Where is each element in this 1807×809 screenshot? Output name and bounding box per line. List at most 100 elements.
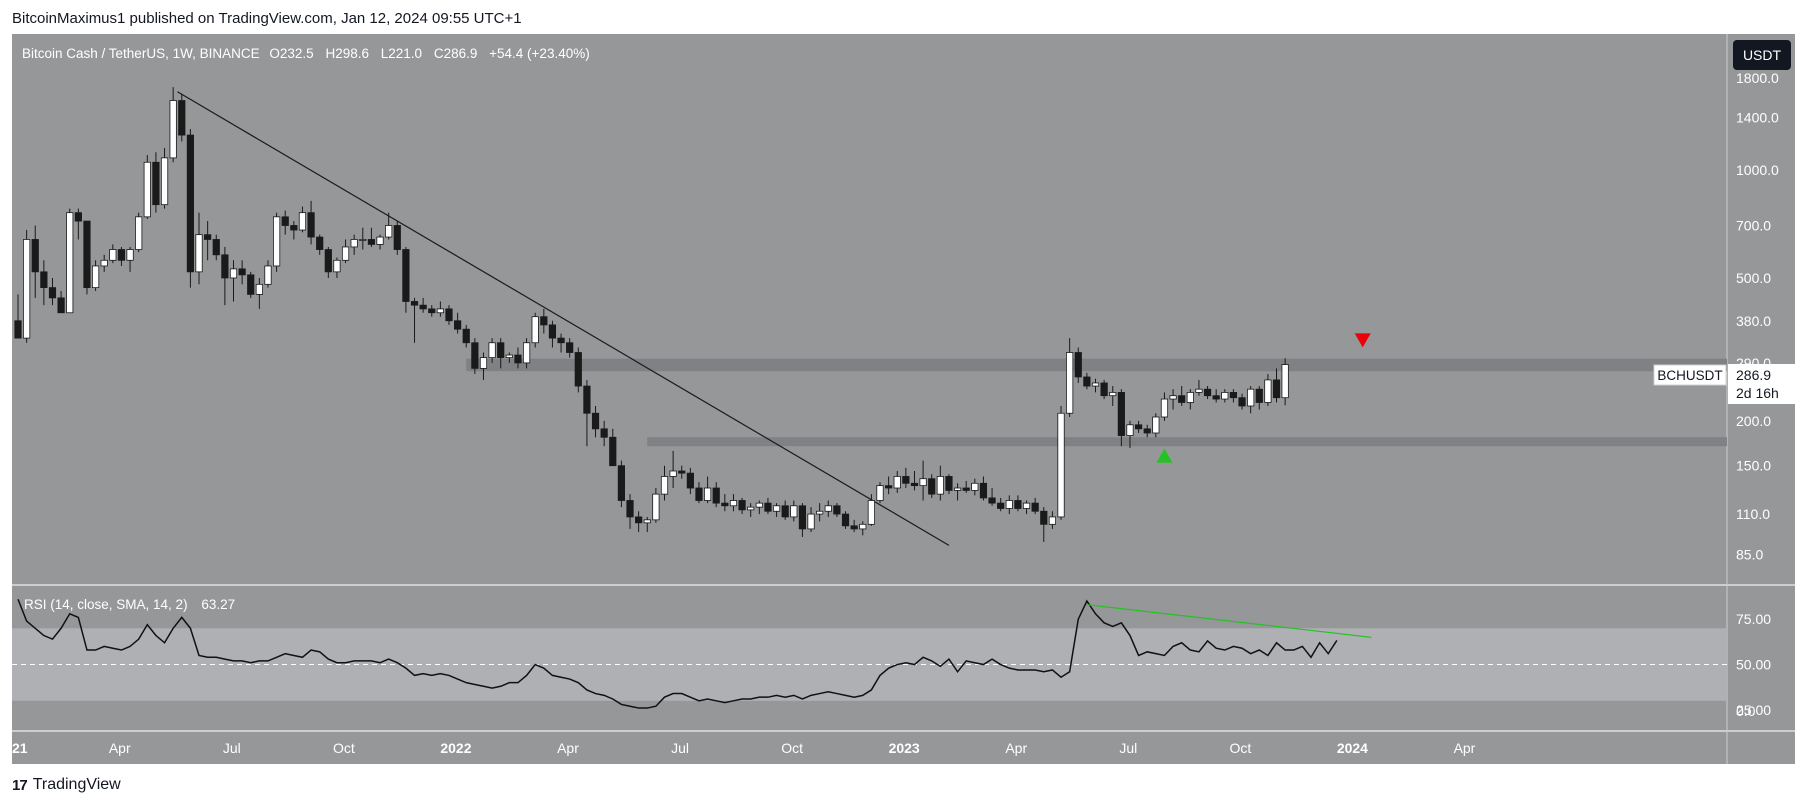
candle-bearish [1014,500,1022,509]
candle-bearish [1117,392,1125,436]
candle-bearish [40,271,48,289]
high-label: H [325,46,335,61]
candle-bearish [764,502,772,512]
candle-bearish [841,513,850,527]
close-label: C [434,46,444,61]
price-tag-value: 286.9 [1736,367,1771,383]
rsi-value: 63.27 [201,597,235,612]
candle-bearish [781,505,789,518]
candle-bullish [859,523,867,530]
candle-bearish [178,100,186,136]
candle-bullish [1048,516,1056,525]
candle-bullish [1057,412,1065,518]
candle-bullish [333,259,341,273]
candle-bullish [729,500,738,507]
last-price-label: BCHUSDT 286.9 2d 16h [1653,364,1795,404]
candle-bearish [152,161,160,206]
bullish-triangle-marker [1156,448,1173,463]
candle-bullish [1126,424,1134,436]
symbol-legend: Bitcoin Cash / TetherUS, 1W, BINANCE O23… [22,46,590,61]
candle-bearish [83,220,91,289]
candle-bullish [876,485,884,501]
candle-bullish [669,470,677,477]
candle-bearish [695,487,703,501]
candle-bearish [307,212,315,238]
candle-bullish [1022,502,1031,509]
candle-bearish [910,482,919,487]
time-tick-label: 2021 [0,740,28,756]
low-value: 221.0 [388,46,422,61]
candle-bearish [798,505,807,530]
candle-bullish [936,476,944,495]
open-value: 232.5 [280,46,314,61]
candle-bearish [1143,428,1151,434]
rsi-zero-label: 0.0 [1736,703,1756,719]
currency-button[interactable] [1733,40,1791,70]
candle-bullish [971,482,979,491]
time-tick-label: Apr [557,740,579,756]
price-pane[interactable] [12,34,1727,584]
price-tick-label: 110.0 [1736,506,1770,522]
candle-bullish [359,239,367,241]
candle-bearish [367,239,376,245]
candle-bullish [1195,388,1203,393]
candle-bullish [1221,392,1229,400]
candle-bullish [652,493,660,521]
candle-bearish [402,249,410,302]
candle-bullish [229,268,238,279]
symbol-tag: BCHUSDT [1657,368,1722,383]
candle-bullish [1186,392,1194,403]
price-tick-label: 700.0 [1736,217,1771,233]
rsi-axis[interactable] [1727,586,1795,730]
candle-bearish [454,320,462,330]
candle-bearish [686,472,694,489]
candle-bullish [488,342,496,359]
time-tick-label: Apr [1454,740,1476,756]
time-tick-label: Apr [1005,740,1027,756]
candle-bearish [393,225,401,250]
candle-bearish [419,304,427,310]
candle-bullish [704,487,712,501]
time-tick-label: Jul [1119,740,1137,756]
candle-bullish [1005,500,1013,509]
candle-bullish [376,236,384,245]
candle-bullish [660,476,669,495]
candle-bearish [833,505,841,515]
candle-bullish [1247,388,1255,407]
candle-bullish [66,212,74,314]
candle-bearish [1203,388,1212,397]
close-value: 286.9 [444,46,478,61]
candle-bullish [867,500,875,525]
time-tick-label: 2023 [889,740,920,756]
candle-bearish [48,287,57,299]
time-tick-label: Jul [671,740,689,756]
candle-bearish [514,354,522,364]
candle-bearish [428,308,436,314]
candle-bearish [1229,392,1238,399]
price-axis[interactable] [1727,34,1795,584]
candle-bearish [1212,395,1220,400]
candle-bullish [522,342,531,364]
candle-bearish [1272,379,1281,399]
candle-bullish [135,216,143,250]
candle-bearish [617,465,626,501]
candle-bearish [557,337,565,344]
candle-bearish [583,385,591,414]
candle-bearish [57,297,65,314]
candle-bearish [738,500,746,511]
candle-bullish [755,502,763,508]
currency-label: USDT [1743,47,1782,63]
candle-bearish [635,516,643,524]
tradingview-logo-icon: 17 [12,776,28,794]
candle-bearish [988,497,996,504]
candle-bearish [221,254,229,279]
footer-brand[interactable]: 17 TradingView [12,776,121,794]
candle-bullish [1091,382,1100,387]
rsi-divergence-line [1086,604,1372,638]
candle-bullish [953,487,962,491]
candle-bullish [195,234,203,273]
time-axis[interactable] [12,732,1795,764]
candle-bullish [169,100,177,159]
candle-bearish [497,342,505,359]
